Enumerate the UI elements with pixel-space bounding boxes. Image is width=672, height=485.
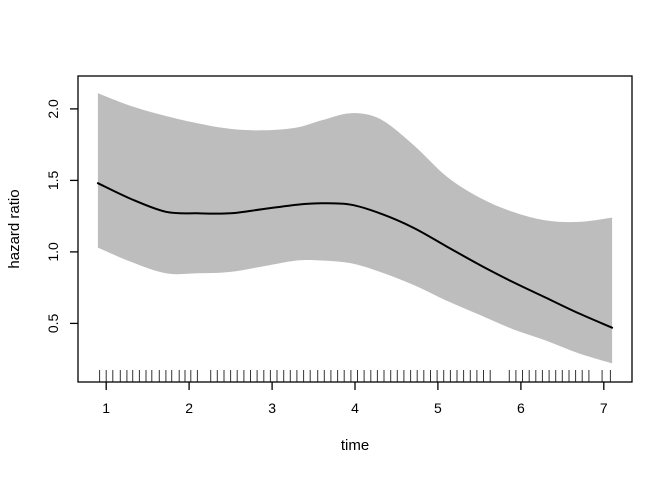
confidence-band (97, 93, 613, 364)
y-tick-label: 1.0 (45, 242, 61, 262)
x-tick-label: 7 (600, 400, 608, 416)
y-axis: 0.5 1.0 1.5 2.0 (45, 99, 78, 333)
x-tick-label: 1 (102, 400, 110, 416)
x-tick-label: 6 (517, 400, 525, 416)
x-tick-label: 4 (351, 400, 359, 416)
fit-line (96, 182, 614, 329)
x-axis-label: time (341, 437, 369, 454)
y-tick-label: 0.5 (45, 313, 61, 333)
x-tick-label: 3 (268, 400, 276, 416)
rug-ticks (99, 370, 611, 382)
x-tick-label: 2 (185, 400, 193, 416)
y-axis-label: hazard ratio (6, 189, 23, 268)
y-tick-label: 1.5 (45, 170, 61, 190)
x-axis: 1 2 3 4 5 6 7 (102, 382, 608, 416)
x-tick-label: 5 (434, 400, 442, 416)
y-tick-label: 2.0 (45, 99, 61, 119)
